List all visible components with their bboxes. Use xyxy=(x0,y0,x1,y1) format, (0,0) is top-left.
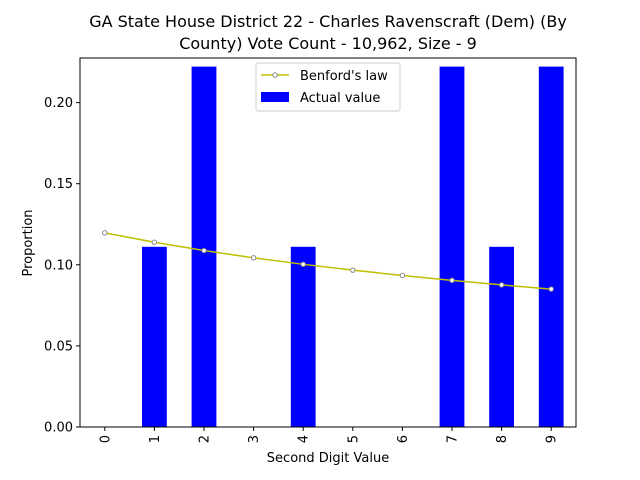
benford-point-3 xyxy=(250,255,257,261)
benford-point-5 xyxy=(350,267,356,273)
x-tick-label: 1 xyxy=(148,435,163,443)
chart-title-line2: County) Vote Count - 10,962, Size - 9 xyxy=(179,34,477,53)
x-tick-label: 4 xyxy=(297,435,312,443)
benford-point-6 xyxy=(399,272,406,279)
y-tick-label: 0.10 xyxy=(44,258,73,273)
x-tick-label: 0 xyxy=(98,435,113,443)
x-tick-label: 7 xyxy=(446,435,461,443)
x-tick-label: 8 xyxy=(495,435,510,443)
bar-digit-4 xyxy=(290,246,316,427)
legend-marker-swatch xyxy=(272,72,278,78)
y-tick-label: 0.05 xyxy=(44,339,73,354)
benford-point-0 xyxy=(102,230,108,236)
benford-point-1 xyxy=(151,239,158,245)
bar-group xyxy=(142,66,564,427)
legend: Benford's law Actual value xyxy=(255,62,401,112)
benford-line-group xyxy=(102,230,554,292)
x-tick-label: 3 xyxy=(247,435,262,443)
legend-label-actual: Actual value xyxy=(300,91,380,106)
benford-point-2 xyxy=(201,247,207,254)
benford-line xyxy=(104,232,552,290)
bar-digit-8 xyxy=(489,246,514,427)
x-tick-label: 9 xyxy=(545,435,560,443)
bar-digit-2 xyxy=(191,66,217,427)
benford-point-8 xyxy=(498,282,505,288)
x-tick-label: 5 xyxy=(346,435,361,443)
y-tick-label: 0.20 xyxy=(44,96,73,111)
benford-point-7 xyxy=(449,277,455,284)
x-axis-label: Second Digit Value xyxy=(267,451,389,466)
benford-point-9 xyxy=(548,286,554,292)
bar-digit-1 xyxy=(142,246,167,427)
plot-frame xyxy=(79,57,577,428)
benford-point-4 xyxy=(300,261,306,268)
x-tick-label: 2 xyxy=(198,435,213,443)
chart-title-line1: GA State House District 22 - Charles Rav… xyxy=(89,12,567,31)
bar-digit-7 xyxy=(439,66,465,427)
y-axis-label: Proportion xyxy=(21,209,36,276)
y-tick-label: 0.00 xyxy=(44,421,73,436)
legend-label-benford: Benford's law xyxy=(300,69,388,84)
legend-bar-swatch xyxy=(261,92,289,102)
x-tick-label: 6 xyxy=(396,435,411,443)
x-axis: 0 1 2 3 4 5 6 7 8 9 xyxy=(98,427,560,443)
bar-digit-9 xyxy=(538,66,564,427)
legend-box xyxy=(255,62,401,112)
y-tick-label: 0.15 xyxy=(44,177,73,192)
y-axis: 0.00 0.05 0.10 0.15 0.20 xyxy=(44,96,80,436)
